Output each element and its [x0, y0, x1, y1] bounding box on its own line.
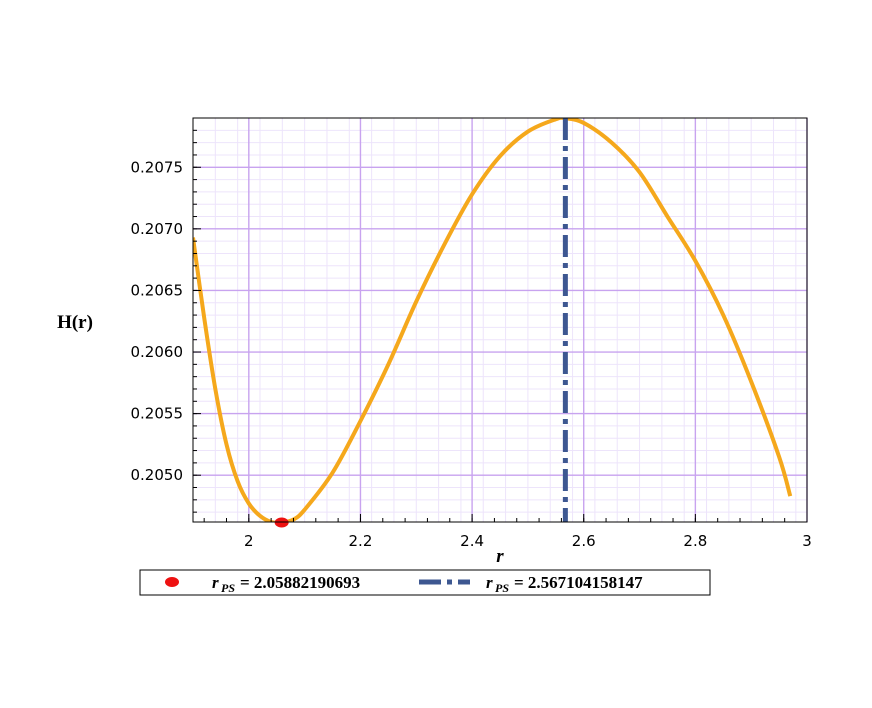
y-tick-label: 0.2065: [131, 281, 184, 299]
legend-label-2: = 2.567104158147: [514, 573, 643, 592]
x-tick-label: 2: [244, 532, 254, 550]
major-grid: [193, 118, 808, 522]
y-tick-label: 0.2050: [131, 466, 184, 484]
legend-prefix-1: r: [212, 573, 219, 592]
x-tick-label: 3: [802, 532, 812, 550]
y-tick-label: 0.2070: [131, 220, 184, 238]
legend-subscript-1: PS: [221, 581, 235, 595]
y-axis-label: H(r): [57, 312, 93, 333]
x-tick-label: 2.2: [349, 532, 373, 550]
x-axis-label: r: [496, 546, 504, 567]
legend: r PS = 2.05882190693 r PS = 2.5671041581…: [139, 569, 711, 596]
tick-labels: 2 2.2 2.4 2.6 2.8 3 0.2050 0.2055 0.2060 0.2065 0.…: [131, 158, 812, 550]
y-tick-label: 0.2055: [131, 405, 184, 423]
x-tick-label: 2.8: [683, 532, 707, 550]
plot-frame: [192, 117, 808, 523]
h-curve: [193, 118, 793, 522]
y-tick-label: 0.2060: [131, 343, 184, 361]
minor-grid: [192, 117, 807, 522]
x-tick-label: 2.4: [460, 532, 484, 550]
x-tick-label: 2.6: [572, 532, 596, 550]
legend-prefix-2: r: [486, 573, 493, 592]
legend-label-1: = 2.05882190693: [240, 573, 360, 592]
y-tick-label: 0.2075: [131, 158, 184, 176]
legend-subscript-2: PS: [495, 581, 509, 595]
legend-marker-point: [165, 577, 179, 587]
tick-marks: [193, 117, 808, 522]
